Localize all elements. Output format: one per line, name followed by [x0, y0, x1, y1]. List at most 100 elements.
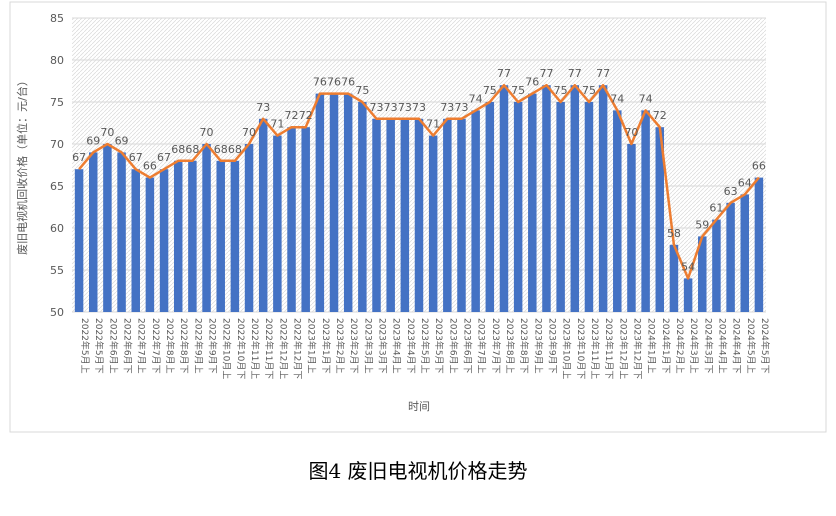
data-label: 74: [469, 92, 483, 105]
data-label: 75: [554, 84, 568, 97]
bar: [712, 219, 721, 312]
bar: [244, 144, 254, 312]
data-label: 73: [256, 101, 270, 114]
x-tick-label: 2023年9月上: [532, 318, 544, 374]
x-tick-label: 2023年12月下: [631, 318, 643, 379]
data-label: 77: [568, 67, 582, 80]
data-label: 54: [681, 260, 695, 273]
bar: [754, 177, 764, 312]
data-label: 72: [653, 109, 667, 122]
x-tick-label: 2023年10月下: [575, 318, 587, 379]
bar: [117, 152, 126, 312]
data-label: 70: [624, 126, 638, 139]
x-tick-label: 2023年5月下: [433, 318, 445, 374]
data-label: 71: [426, 118, 440, 131]
x-tick-label: 2023年7月下: [490, 318, 502, 374]
data-label: 73: [440, 101, 454, 114]
bar: [627, 144, 636, 312]
x-tick-label: 2022年5月下: [93, 318, 105, 374]
bar: [655, 127, 665, 312]
x-tick-label: 2023年11月下: [603, 318, 615, 379]
bar: [471, 110, 480, 313]
caption: 图4 废旧电视机价格走势: [308, 459, 527, 483]
bar: [414, 118, 424, 312]
x-tick-label: 2022年9月下: [207, 318, 219, 374]
x-tick-label: 2022年10月上: [221, 318, 233, 379]
bar: [584, 102, 594, 312]
bar: [216, 160, 225, 312]
data-label: 75: [355, 84, 369, 97]
x-tick-label: 2022年12月上: [277, 318, 289, 379]
data-label: 69: [86, 134, 100, 147]
x-tick-label: 2023年4月下: [405, 318, 417, 374]
bar: [145, 177, 155, 312]
data-label: 73: [412, 101, 426, 114]
x-tick-label: 2022年9月上: [192, 318, 204, 374]
x-tick-label: 2024年1月下: [660, 318, 672, 374]
data-label: 76: [313, 76, 327, 89]
bar: [315, 93, 325, 312]
x-axis-label: 时间: [408, 400, 430, 413]
y-axis-label: 废旧电视机回收价格（单位：元/台）: [15, 75, 29, 255]
data-label: 77: [596, 67, 610, 80]
bar: [485, 102, 495, 312]
bar: [343, 93, 353, 312]
data-label: 58: [667, 227, 681, 240]
data-label: 61: [709, 202, 723, 215]
bar: [570, 85, 580, 312]
bar: [287, 127, 296, 312]
x-tick-label: 2023年8月下: [518, 318, 530, 374]
bar: [669, 244, 679, 312]
bar: [528, 93, 537, 312]
bar: [258, 118, 268, 312]
x-tick-label: 2023年4月上: [391, 318, 403, 374]
data-label: 66: [143, 160, 157, 173]
bar: [273, 135, 282, 312]
x-tick-label: 2022年8月下: [178, 318, 190, 374]
data-label: 70: [100, 126, 114, 139]
data-label: 68: [185, 143, 199, 156]
bar: [542, 85, 551, 312]
data-label: 67: [129, 151, 143, 164]
x-tick-label: 2023年3月下: [377, 318, 389, 374]
x-tick-label: 2023年1月下: [320, 318, 332, 374]
x-tick-label: 2023年7月上: [476, 318, 488, 374]
y-tick-label: 80: [50, 54, 64, 67]
data-label: 73: [384, 101, 398, 114]
x-tick-label: 2024年5月下: [759, 318, 771, 374]
bar: [88, 152, 98, 312]
bar: [103, 144, 112, 312]
bar: [230, 160, 240, 312]
bar: [613, 110, 622, 313]
x-tick-label: 2022年11月下: [263, 318, 275, 379]
y-tick-label: 50: [50, 306, 64, 319]
x-tick-label: 2023年1月上: [306, 318, 318, 374]
data-label: 74: [610, 92, 624, 105]
data-label: 64: [738, 176, 752, 189]
x-tick-label: 2023年10月上: [561, 318, 573, 379]
bar: [740, 194, 750, 312]
data-label: 76: [341, 76, 355, 89]
data-label: 68: [171, 143, 185, 156]
x-tick-label: 2022年7月上: [136, 318, 148, 374]
x-tick-label: 2024年3月下: [702, 318, 714, 374]
data-label: 77: [497, 67, 511, 80]
bar: [683, 278, 693, 312]
bar: [188, 160, 197, 312]
x-tick-label: 2023年6月下: [461, 318, 473, 374]
x-tick-label: 2024年2月上: [674, 318, 686, 374]
data-label: 74: [639, 92, 653, 105]
bar: [131, 169, 140, 312]
data-label: 67: [157, 151, 171, 164]
x-tick-label: 2023年5月上: [419, 318, 431, 374]
y-tick-label: 60: [50, 222, 64, 235]
data-label: 73: [454, 101, 468, 114]
data-label: 69: [115, 134, 129, 147]
y-tick-label: 70: [50, 138, 64, 151]
bar: [173, 160, 183, 312]
data-label: 77: [539, 67, 553, 80]
data-label: 63: [724, 185, 738, 198]
data-label: 68: [228, 143, 242, 156]
bar: [457, 118, 466, 312]
